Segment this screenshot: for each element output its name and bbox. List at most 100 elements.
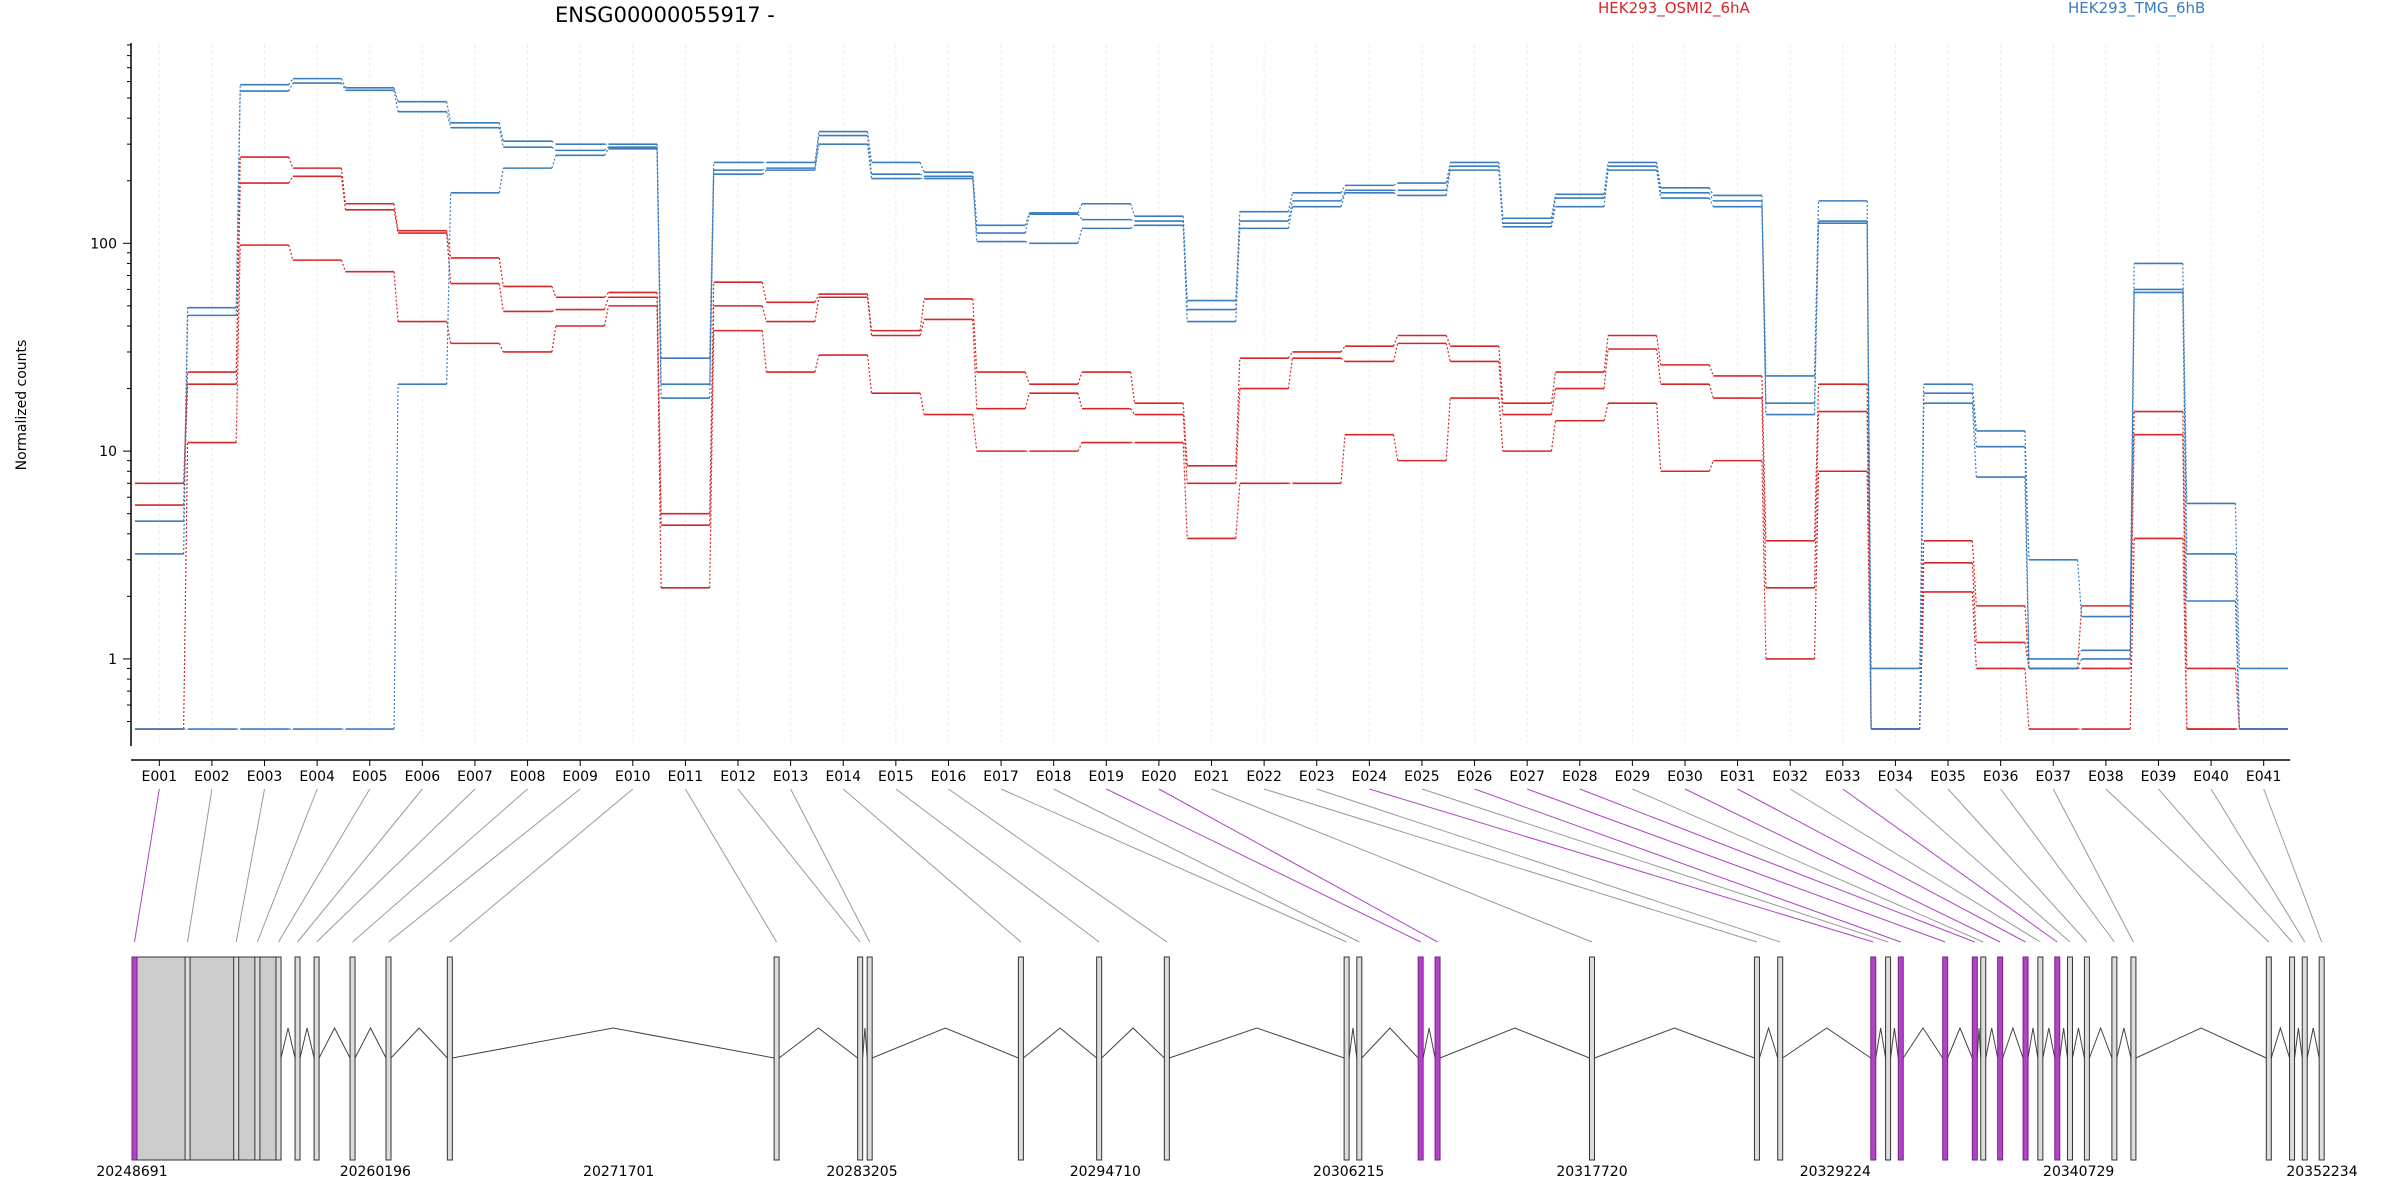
series-connector (446, 101, 452, 123)
connector-E030 (1684, 788, 2001, 943)
series-connector (340, 168, 347, 204)
intron (2135, 1027, 2267, 1059)
exon-E034 (2066, 956, 2073, 1161)
series-connector (1130, 219, 1135, 222)
connector-E027 (1526, 788, 1946, 943)
exon-label-E037: E037 (2035, 769, 2071, 785)
series-connector (2024, 446, 2030, 659)
exon-E030 (1997, 956, 2004, 1161)
exon-E039 (2289, 956, 2296, 1161)
series-connector (340, 176, 347, 210)
exon-E012 (857, 956, 864, 1161)
exon-labels: E001 E002 E003 E004 E005 E006 E007 E008 E009 E010… (142, 760, 2281, 785)
intron (1101, 1027, 1165, 1059)
exon-E013 (866, 956, 873, 1161)
intron (390, 1027, 448, 1059)
intron (2306, 1027, 2320, 1059)
exon-label-E028: E028 (1562, 769, 1598, 785)
connector-E036 (2000, 788, 2115, 943)
series-connector (1550, 194, 1557, 219)
series-connector (919, 162, 925, 173)
series-connector (498, 127, 504, 148)
exon-label-E025: E025 (1404, 769, 1440, 785)
series-connector (2077, 658, 2083, 669)
series-connector (1130, 203, 1136, 217)
legend-entry-osmi2: HEK293_OSMI2_6hA (1598, 0, 1751, 18)
exon-label-E024: E024 (1352, 769, 1388, 785)
series-3 (135, 244, 2288, 730)
connector-E037 (2052, 788, 2134, 943)
series-connector (1025, 240, 1030, 244)
exon-label-E027: E027 (1509, 769, 1545, 785)
series-connector (446, 111, 452, 128)
series-connector (761, 330, 767, 373)
series-connector (1761, 460, 1767, 659)
connector-E022 (1263, 788, 1758, 943)
exon-label-E038: E038 (2088, 769, 2124, 785)
series-connector (1077, 371, 1083, 385)
series-connector (1603, 166, 1609, 199)
connector-E004 (256, 788, 318, 943)
series-connector (1445, 162, 1451, 184)
connector-E001 (134, 788, 160, 943)
series-connector (1550, 372, 1557, 404)
intron (2042, 1027, 2056, 1059)
exon-E003 (233, 956, 240, 1161)
series-connector (814, 144, 820, 171)
series-connector (288, 176, 294, 184)
coordinate-ticks: 20248691 20260196 20271701 20283205 20294710… (96, 1164, 2357, 1180)
series-connector (972, 178, 978, 242)
series-connector (1866, 471, 1872, 730)
series-connector (1813, 411, 1820, 588)
intron (452, 1027, 775, 1059)
exon-label-E010: E010 (615, 769, 651, 785)
coordinate-label: 20329224 (1800, 1164, 1871, 1180)
series-connector (2234, 553, 2240, 730)
exon-label-E040: E040 (2193, 769, 2229, 785)
gene-model (131, 956, 2325, 1161)
series-connector (1971, 403, 1977, 478)
connector-E016 (948, 788, 1168, 943)
series-connector (1287, 192, 1294, 212)
connector-E017 (1000, 788, 1347, 943)
series-connector (1182, 442, 1188, 539)
intron (2059, 1027, 2068, 1059)
exon-label-E039: E039 (2141, 769, 2177, 785)
series-connector (2234, 503, 2240, 669)
exon-E027 (1942, 956, 1949, 1161)
series-connector (866, 144, 873, 179)
series-connector (709, 330, 715, 588)
series-connector (919, 173, 925, 177)
exon-E033 (2054, 956, 2061, 1161)
series-connector (814, 131, 820, 163)
intron (2270, 1026, 2291, 1059)
exon-E024 (1870, 956, 1877, 1161)
series-connector (2024, 668, 2030, 730)
series-connector (1024, 393, 1030, 409)
intron (1361, 1027, 1419, 1059)
exon-E041 (2318, 956, 2325, 1161)
exon-E017 (1343, 956, 1350, 1161)
series-connector (1498, 346, 1504, 404)
exon-E009 (385, 956, 392, 1161)
series-connector (814, 297, 820, 322)
exon-label-E013: E013 (773, 769, 809, 785)
exon-E011 (773, 956, 780, 1161)
exon-E004 (254, 956, 261, 1161)
exon-label-E008: E008 (510, 769, 546, 785)
series-connector (1235, 228, 1241, 322)
exon-E022 (1753, 956, 1760, 1161)
plot-axes (130, 43, 2290, 761)
series-connector (1498, 170, 1504, 227)
series-connector (1761, 206, 1767, 415)
series-connector (1024, 214, 1030, 234)
series-connector (183, 307, 189, 522)
connector-E026 (1474, 788, 1901, 943)
intron (1348, 1027, 1358, 1059)
exon-label-E035: E035 (1930, 769, 1966, 785)
series-connector (866, 297, 873, 336)
exon-E026 (1897, 956, 1904, 1161)
series-connector (603, 297, 610, 310)
exon-label-E031: E031 (1720, 769, 1756, 785)
series-connector (604, 292, 609, 298)
